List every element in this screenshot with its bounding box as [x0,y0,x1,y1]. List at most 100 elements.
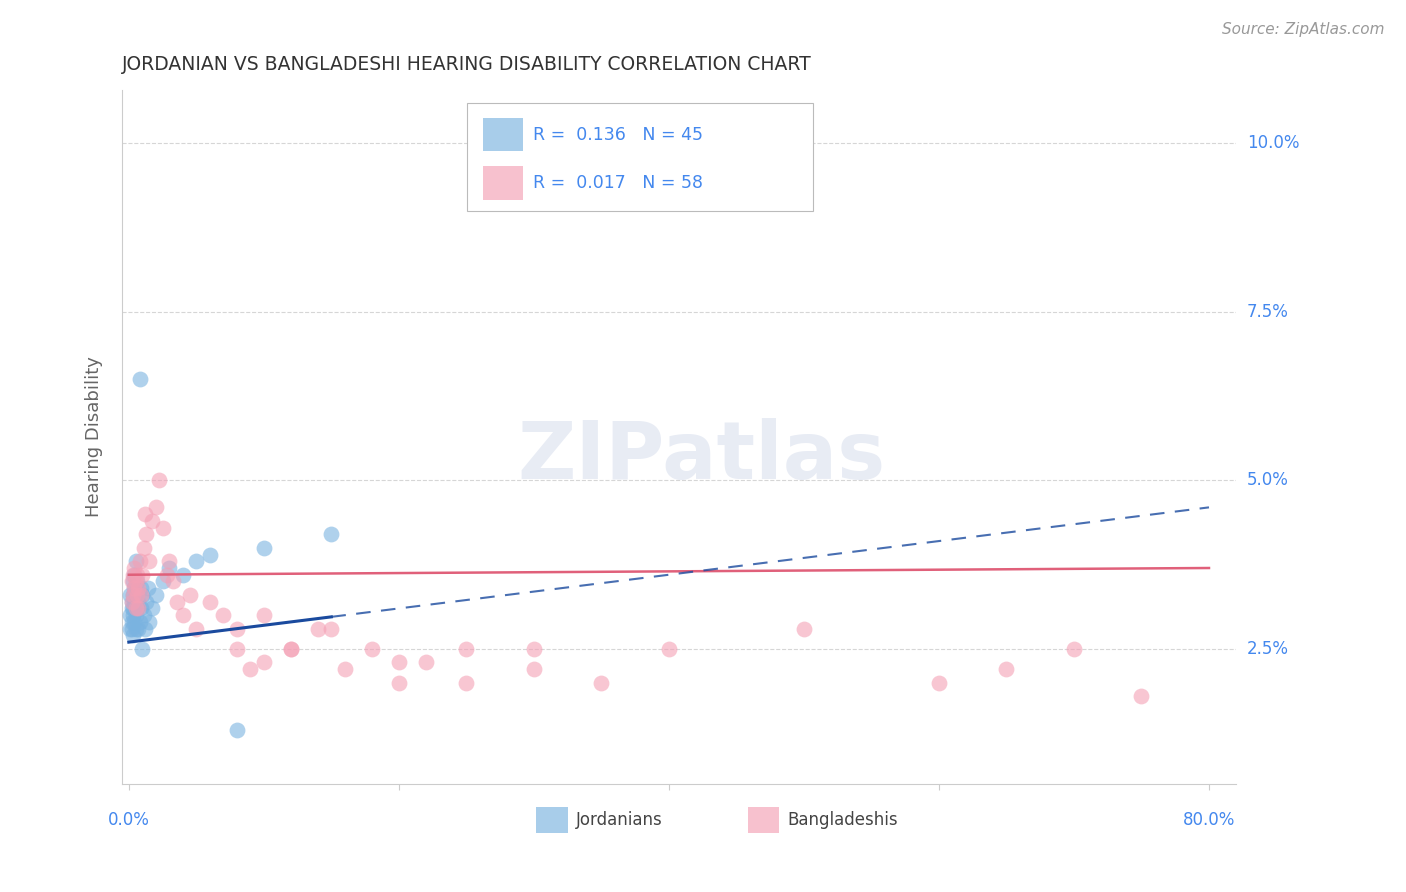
Point [121,595,143,609]
Point [132,541,155,555]
Point [225,641,247,656]
Text: 7.5%: 7.5% [1247,303,1289,321]
FancyBboxPatch shape [484,166,523,200]
Point [120,588,142,602]
Point [152,574,174,589]
Point [122,581,145,595]
Point [321,527,343,541]
FancyBboxPatch shape [484,118,523,152]
Point [120,608,142,623]
Text: JORDANIAN VS BANGLADESHI HEARING DISABILITY CORRELATION CHART: JORDANIAN VS BANGLADESHI HEARING DISABIL… [122,55,811,74]
Point [186,622,208,636]
Point [793,622,815,636]
Point [995,662,1018,676]
Point [129,588,152,602]
Point [127,622,149,636]
Point [225,622,247,636]
Point [138,554,160,568]
Point [155,567,177,582]
Point [253,656,276,670]
Point [121,588,143,602]
Point [124,608,146,623]
Point [145,588,167,602]
Point [138,615,160,629]
Point [128,554,150,568]
FancyBboxPatch shape [467,103,813,211]
Point [124,554,146,568]
Point [1063,641,1085,656]
Point [172,608,194,623]
Point [132,608,155,623]
Point [122,595,145,609]
Point [141,601,163,615]
Point [725,184,748,198]
Point [523,662,546,676]
Point [415,656,437,670]
Point [145,500,167,515]
Text: ZIPatlas: ZIPatlas [517,418,886,497]
Point [280,641,302,656]
Text: R =  0.017   N = 58: R = 0.017 N = 58 [533,175,703,193]
Point [134,507,156,521]
Point [121,601,143,615]
FancyBboxPatch shape [748,806,779,833]
Point [134,622,156,636]
Text: 0.0%: 0.0% [108,812,149,830]
Point [523,641,546,656]
Point [128,372,150,386]
Point [456,641,478,656]
Point [127,595,149,609]
Point [128,615,150,629]
Point [456,675,478,690]
Point [321,622,343,636]
Point [121,622,143,636]
Text: 80.0%: 80.0% [1182,812,1236,830]
Point [122,567,145,582]
Point [124,601,146,615]
Text: Bangladeshis: Bangladeshis [787,811,897,829]
Point [280,641,302,656]
Point [239,662,262,676]
Text: 5.0%: 5.0% [1247,471,1289,490]
Point [1130,689,1153,703]
Point [127,601,149,615]
Point [125,588,148,602]
Y-axis label: Hearing Disability: Hearing Disability [86,356,103,517]
Point [148,474,170,488]
Point [125,601,148,615]
Point [122,581,145,595]
Point [127,581,149,595]
Point [124,574,146,589]
Point [121,574,143,589]
Point [253,541,276,555]
Point [120,622,142,636]
Point [162,574,184,589]
Point [121,574,143,589]
Point [141,514,163,528]
Point [307,622,329,636]
Point [135,527,157,541]
FancyBboxPatch shape [537,806,568,833]
Point [121,615,143,629]
Point [186,554,208,568]
Point [131,588,153,602]
Text: R =  0.136   N = 45: R = 0.136 N = 45 [533,126,703,145]
Point [388,656,411,670]
Point [152,520,174,534]
Point [125,574,148,589]
Point [333,662,356,676]
Point [131,641,153,656]
Point [212,608,235,623]
Point [121,608,143,623]
Point [129,601,152,615]
Point [388,675,411,690]
Text: Jordanians: Jordanians [575,811,662,829]
Point [125,588,148,602]
Point [157,554,180,568]
Point [928,675,950,690]
Point [122,561,145,575]
Point [225,723,247,737]
Point [198,595,221,609]
Point [121,601,143,615]
Point [166,595,188,609]
